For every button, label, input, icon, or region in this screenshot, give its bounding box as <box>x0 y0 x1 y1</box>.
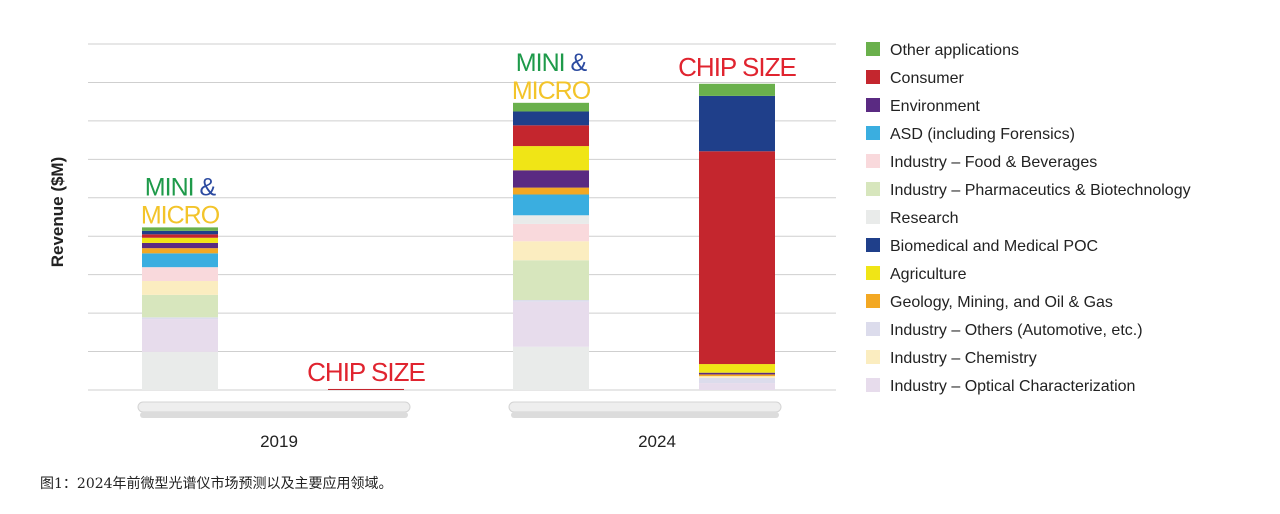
bar-segment <box>513 260 589 301</box>
legend-swatch <box>866 266 880 280</box>
bar-segment <box>699 372 775 375</box>
legend-label: Environment <box>890 98 980 115</box>
bar-segment <box>142 294 218 318</box>
legend-item: Geology, Mining, and Oil & Gas <box>866 294 1113 311</box>
year-labels: 2019 2024 <box>260 432 676 451</box>
legend-swatch <box>866 154 880 168</box>
bar-segment <box>142 317 218 320</box>
legend-item: Industry – Optical Characterization <box>866 378 1135 395</box>
bar-segment <box>699 83 775 96</box>
legend-swatch <box>866 182 880 196</box>
figure-caption: 图1：2024年前微型光谱仪市场预测以及主要应用领域。 <box>40 476 393 492</box>
bar-segment <box>699 376 775 378</box>
legend-swatch <box>866 210 880 224</box>
bar-segment <box>513 241 589 261</box>
legend-item: Environment <box>866 98 980 115</box>
year-bracket-shadow <box>511 412 779 418</box>
year-bracket <box>508 401 782 413</box>
y-axis-label: Revenue ($M) <box>48 157 67 268</box>
legend-swatch <box>866 98 880 112</box>
year-label: 2019 <box>260 432 298 451</box>
year-bracket-shadow <box>140 412 408 418</box>
legend-swatch <box>866 42 880 56</box>
legend-label: Industry – Pharmaceutics & Biotechnology <box>890 182 1191 199</box>
bar-segment <box>699 95 775 152</box>
bar-label-chip-size: CHIP SIZE <box>307 357 425 387</box>
bar-segment <box>142 253 218 268</box>
bar-segment <box>699 374 775 377</box>
bar-segment <box>328 388 404 390</box>
legend-label: Industry – Others (Automotive, etc.) <box>890 322 1143 339</box>
legend-swatch <box>866 378 880 392</box>
bar-segment <box>699 377 775 384</box>
legend-label: Biomedical and Medical POC <box>890 238 1098 255</box>
year-brackets <box>137 401 782 418</box>
bar-segment <box>142 237 218 243</box>
bar-segment <box>513 301 589 347</box>
bar-segment <box>513 215 589 224</box>
bar-segment <box>513 146 589 171</box>
bar-segment <box>142 351 218 390</box>
legend-swatch <box>866 322 880 336</box>
bar-segment <box>699 151 775 365</box>
bar-label-micro: MICRO <box>512 77 591 105</box>
bar-segment <box>142 230 218 235</box>
legend-swatch <box>866 294 880 308</box>
bar-label-chip-size: CHIP SIZE <box>678 52 796 82</box>
bar-segment <box>513 223 589 242</box>
bar-segment <box>142 281 218 295</box>
legend-item: Industry – Others (Automotive, etc.) <box>866 322 1143 339</box>
bar-segment <box>513 194 589 216</box>
bars <box>142 83 775 390</box>
bar-segment <box>513 300 589 302</box>
bar-segment <box>513 346 589 390</box>
legend-item: Industry – Pharmaceutics & Biotechnology <box>866 182 1191 199</box>
legend: Other applications Consumer Environment ASD… <box>866 42 1191 395</box>
legend-label: Consumer <box>890 70 964 87</box>
bar-segment <box>513 125 589 147</box>
bar-segment <box>142 248 218 254</box>
bar-segment <box>699 383 775 390</box>
legend-label: Industry – Food & Beverages <box>890 154 1097 171</box>
bar-label-mini-amp: MINI & <box>145 173 217 201</box>
legend-label: Industry – Optical Characterization <box>890 378 1135 395</box>
year-bracket <box>137 401 411 413</box>
legend-label: Geology, Mining, and Oil & Gas <box>890 294 1113 311</box>
bar-segment <box>699 364 775 373</box>
legend-label: Research <box>890 210 958 227</box>
bar-segment <box>142 234 218 238</box>
bar-segment <box>142 242 218 249</box>
legend-label: Agriculture <box>890 266 967 283</box>
legend-swatch <box>866 126 880 140</box>
bar-segment <box>142 319 218 352</box>
legend-item: Biomedical and Medical POC <box>866 238 1098 255</box>
legend-item: ASD (including Forensics) <box>866 126 1075 143</box>
legend-label: Other applications <box>890 42 1019 59</box>
bar-segment <box>142 267 218 282</box>
legend-swatch <box>866 70 880 84</box>
legend-swatch <box>866 238 880 252</box>
legend-label: Industry – Chemistry <box>890 350 1037 367</box>
year-label: 2024 <box>638 432 676 451</box>
legend-item: Industry – Chemistry <box>866 350 1037 367</box>
bar-segment <box>142 227 218 231</box>
bar-label-micro: MICRO <box>141 201 220 229</box>
legend-swatch <box>866 350 880 364</box>
legend-item: Consumer <box>866 70 964 87</box>
legend-item: Research <box>866 210 958 227</box>
bar-segment <box>513 102 589 112</box>
bar-segment <box>513 187 589 195</box>
legend-label: ASD (including Forensics) <box>890 126 1075 143</box>
legend-item: Agriculture <box>866 266 967 283</box>
bar-segment <box>513 111 589 126</box>
bar-segment <box>513 170 589 188</box>
bar-label-mini-amp: MINI & <box>516 49 588 77</box>
legend-item: Other applications <box>866 42 1019 59</box>
legend-item: Industry – Food & Beverages <box>866 154 1097 171</box>
